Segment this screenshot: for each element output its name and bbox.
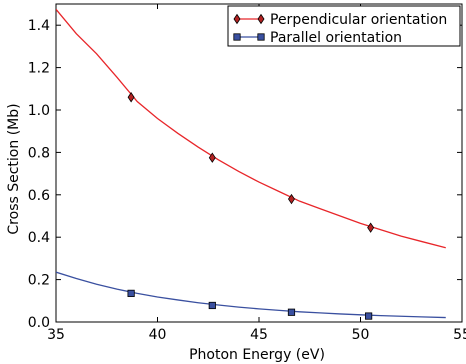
legend-label: Perpendicular orientation — [270, 12, 447, 28]
data-point-perpendicular — [287, 193, 295, 205]
legend-box — [227, 5, 461, 47]
series-line-parallel — [56, 271, 446, 319]
plot-frame — [55, 3, 463, 323]
x-tick-label: 40 — [149, 327, 167, 343]
y-tick-label: 1.4 — [28, 18, 50, 34]
y-tick-label: 0.2 — [28, 273, 50, 289]
data-point-perpendicular — [367, 222, 375, 233]
series-line-perpendicular — [56, 8, 446, 249]
y-tick-label: 0.0 — [28, 315, 50, 331]
legend-marker — [257, 13, 265, 25]
data-point-parallel — [365, 312, 373, 320]
y-axis-label: Cross Section (Mb) — [6, 103, 22, 234]
x-tick-label: 35 — [47, 327, 65, 343]
legend: Perpendicular orientation Parallel orient… — [227, 5, 461, 47]
x-axis-label: Photon Energy (eV) — [189, 347, 325, 363]
y-tick-label: 1.2 — [28, 61, 50, 77]
data-point-parallel — [208, 301, 216, 310]
y-tick-label: 0.6 — [28, 188, 50, 204]
legend-label: Parallel orientation — [270, 30, 402, 46]
plot-area: 35 40 45 50 55 0.0 0.2 0.4 0.6 0.8 1.0 1.2 1.4 Perpen… — [28, 3, 466, 343]
data-point-parallel — [287, 308, 296, 316]
data-point-perpendicular — [208, 152, 216, 163]
y-tick-label: 0.4 — [28, 230, 50, 246]
legend-marker — [233, 13, 241, 25]
data-point-parallel — [127, 289, 135, 297]
y-tick-label: 1.0 — [28, 103, 50, 119]
x-tick-label: 50 — [352, 327, 370, 343]
legend-marker — [233, 33, 241, 41]
legend-marker — [257, 33, 265, 41]
x-tick-label: 45 — [250, 327, 268, 343]
data-point-perpendicular — [127, 92, 135, 103]
y-tick-label: 0.8 — [28, 145, 50, 161]
x-tick-label: 55 — [453, 327, 466, 343]
